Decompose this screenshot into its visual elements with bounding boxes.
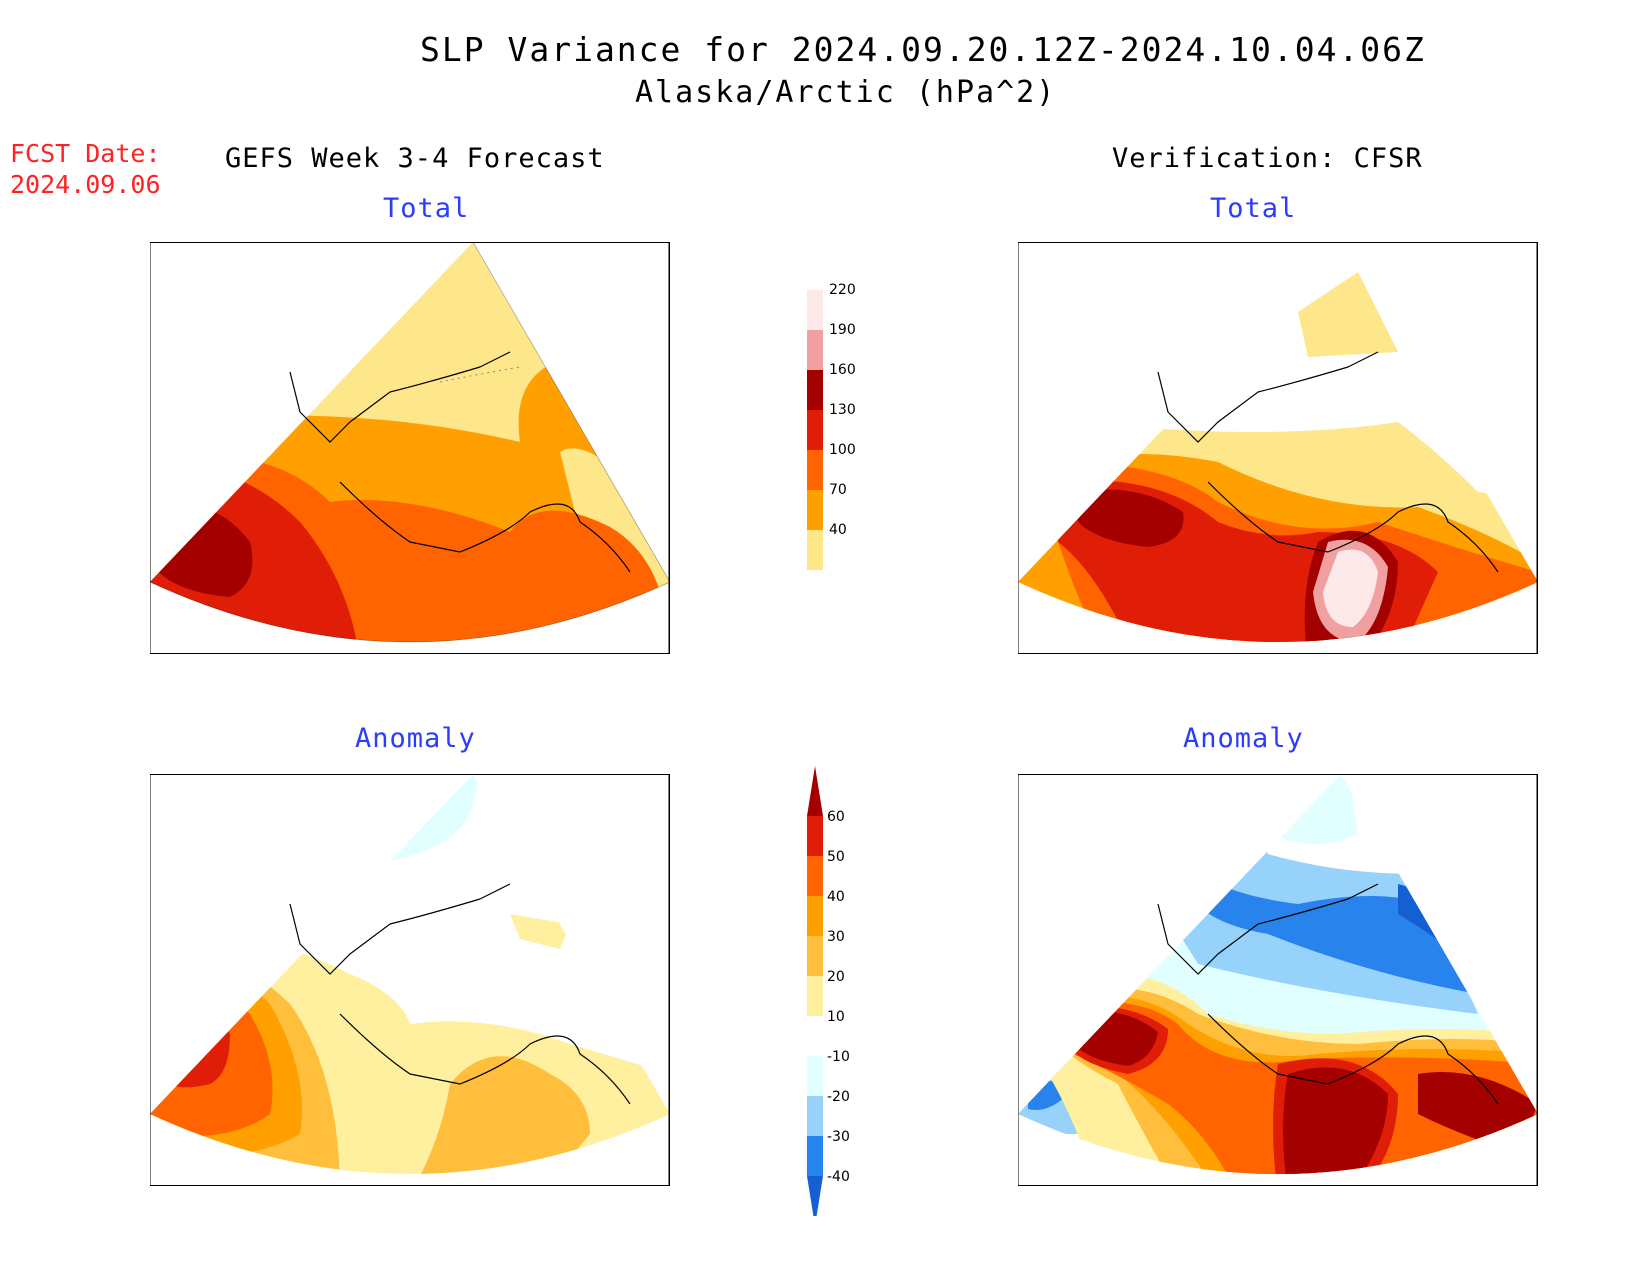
total-colorbar-label: 160 <box>829 362 856 378</box>
anomaly-colorbar-label: 60 <box>827 809 845 825</box>
total-colorbar-label: 40 <box>829 522 847 538</box>
anomaly-colorbar-label: 30 <box>827 929 845 945</box>
anomaly-colorbar: -40 -30 -20 -10 10 20 30 40 50 60 <box>807 766 850 1216</box>
anomaly-colorbar-segment <box>807 1016 823 1056</box>
fcst-anomaly-map <box>150 774 670 1186</box>
verification-column-heading: Verification: CFSR <box>1112 143 1423 174</box>
anomaly-colorbar-segment <box>807 1056 823 1096</box>
total-colorbar-label: 190 <box>829 322 856 338</box>
anomaly-colorbar-label: 10 <box>827 1009 845 1025</box>
obs-total-map <box>1018 242 1538 654</box>
total-colorbar-label: 70 <box>829 482 847 498</box>
figure-subtitle: Alaska/Arctic (hPa^2) <box>635 75 1057 110</box>
anomaly-colorbar-segment <box>807 896 823 936</box>
fcst-total-label: Total <box>383 193 470 224</box>
total-colorbar: 40 70 100 130 160 190 220 <box>807 282 856 570</box>
anomaly-colorbar-label: -10 <box>827 1049 850 1065</box>
total-colorbar-label: 130 <box>829 402 856 418</box>
total-colorbar-segment <box>807 450 823 490</box>
fcst-date-block: FCST Date: 2024.09.06 <box>10 138 161 200</box>
anomaly-colorbar-label: -20 <box>827 1089 850 1105</box>
anomaly-colorbar-segment <box>807 936 823 976</box>
fcst-total-map <box>150 242 670 654</box>
anomaly-colorbar-label: 20 <box>827 969 845 985</box>
anomaly-colorbar-segment <box>807 976 823 1016</box>
total-colorbar-label: 220 <box>829 282 856 298</box>
anomaly-colorbar-label: 40 <box>827 889 845 905</box>
fcst-anomaly-label: Anomaly <box>355 723 476 754</box>
total-colorbar-label: 100 <box>829 442 856 458</box>
anomaly-colorbar-segment <box>807 1096 823 1136</box>
anomaly-colorbar-segment <box>807 1176 823 1216</box>
fcst-date-value: 2024.09.06 <box>10 170 161 199</box>
obs-total-label: Total <box>1210 193 1297 224</box>
anomaly-colorbar-segment <box>807 766 823 816</box>
anomaly-colorbar-segment <box>807 1136 823 1176</box>
anomaly-colorbar-segment <box>807 816 823 856</box>
total-colorbar-segment <box>807 370 823 410</box>
total-colorbar-segment <box>807 490 823 530</box>
obs-anomaly-map <box>1018 774 1538 1186</box>
anomaly-colorbar-label: 50 <box>827 849 845 865</box>
anomaly-colorbar-label: -40 <box>827 1169 850 1185</box>
total-colorbar-segment <box>807 330 823 370</box>
total-colorbar-segment <box>807 530 823 570</box>
anomaly-colorbar-segment <box>807 856 823 896</box>
fcst-date-label: FCST Date: <box>10 139 161 168</box>
obs-anomaly-label: Anomaly <box>1183 723 1304 754</box>
total-colorbar-segment <box>807 290 823 330</box>
anomaly-colorbar-label: -30 <box>827 1129 850 1145</box>
forecast-column-heading: GEFS Week 3-4 Forecast <box>225 143 605 174</box>
total-colorbar-segment <box>807 410 823 450</box>
figure-title: SLP Variance for 2024.09.20.12Z-2024.10.… <box>420 30 1426 69</box>
